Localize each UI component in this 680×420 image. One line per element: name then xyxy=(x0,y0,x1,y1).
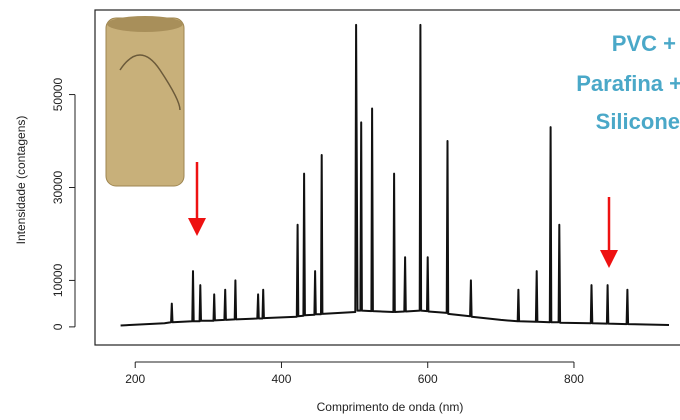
y-tick-label: 50000 xyxy=(51,78,65,112)
x-tick-label: 400 xyxy=(271,372,291,386)
plot-frame xyxy=(94,9,680,346)
annotation: PVC + xyxy=(612,31,676,56)
y-tick-label: 30000 xyxy=(51,170,65,204)
y-tick-label: 0 xyxy=(51,323,65,330)
y-tick-label: 10000 xyxy=(51,263,65,297)
x-tick-label: 600 xyxy=(418,372,438,386)
red-arrow xyxy=(188,162,618,268)
x-tick-label: 200 xyxy=(125,372,145,386)
x-axis-label: Comprimento de onda (nm) xyxy=(317,400,464,414)
annotation: Silicone xyxy=(596,109,680,134)
spectrum-line xyxy=(120,23,670,327)
cork-image xyxy=(105,16,185,187)
y-axis-label: Intensidade (contagens) xyxy=(14,116,28,245)
x-tick-label: 800 xyxy=(564,372,584,386)
annotation: Parafina + xyxy=(576,71,680,96)
